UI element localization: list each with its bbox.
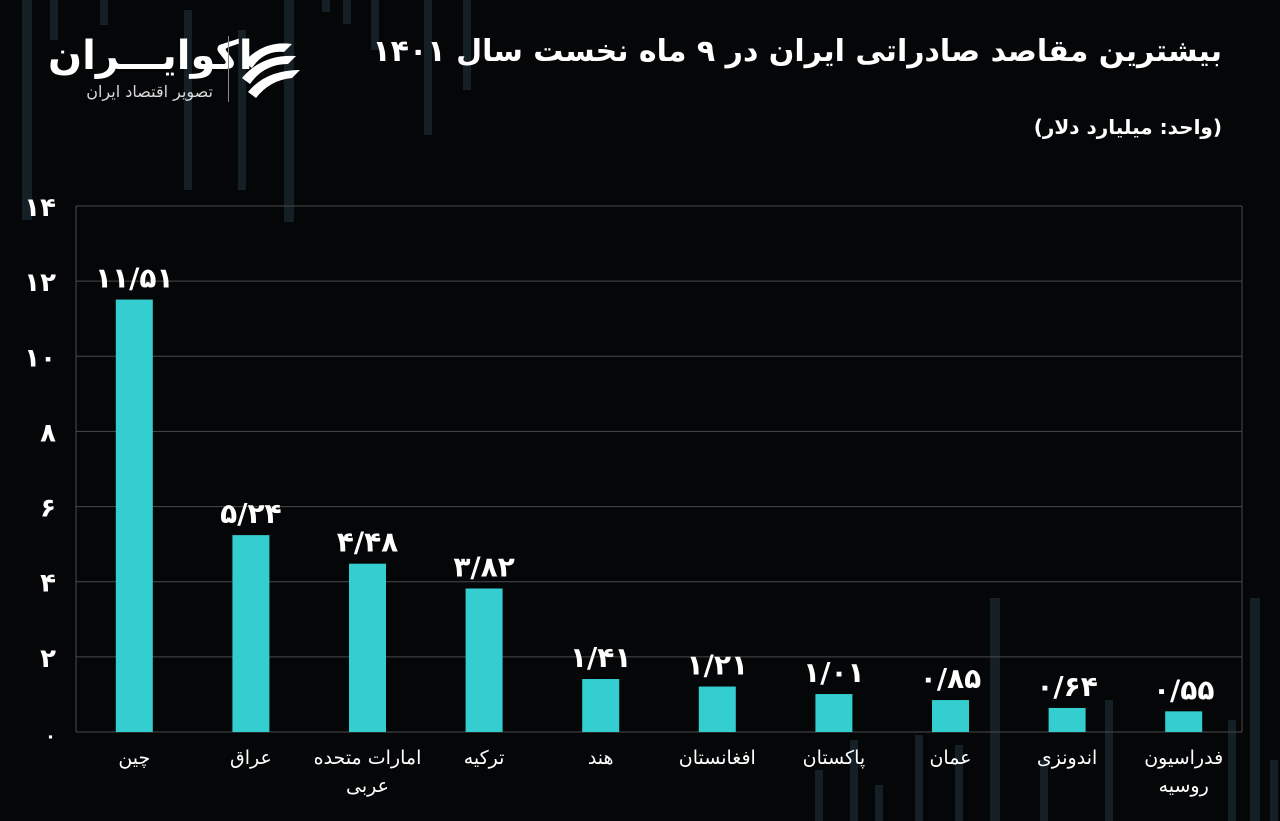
logo-tagline: تصویر اقتصاد ایران [86,82,213,101]
y-tick-label: ۸ [40,418,56,448]
bar [582,679,620,732]
x-category-label: چین [118,747,150,769]
data-label: ۰/۶۴ [1036,670,1098,703]
y-tick-label: ۱۲ [24,268,56,298]
data-label: ۴/۴۸ [337,526,399,559]
data-label: ۱/۰۱ [803,656,865,689]
x-category-label: افغانستان [679,747,756,769]
y-tick-label: ۱۴ [24,193,56,223]
bar [932,700,969,732]
x-category-label: عمان [929,747,971,769]
x-category-label: عراق [230,747,272,769]
bar [815,694,853,732]
y-tick-label: ۶ [40,494,56,524]
y-tick-label: ۱۰ [24,343,56,373]
x-category-label: فدراسیون [1144,747,1223,769]
x-category-label: امارات متحده [314,747,422,769]
data-label: ۰/۸۵ [920,662,982,695]
bar [349,563,386,732]
data-label: ۳/۸۲ [453,550,515,583]
bar [232,535,270,732]
y-tick-label: ۴ [40,569,56,599]
y-tick-label: ۰ [45,726,56,747]
chart-title: بیشترین مقاصد صادراتی ایران در ۹ ماه نخس… [372,34,1222,69]
x-category-label: پاکستان [803,747,866,769]
bar [115,299,153,732]
x-category-label: ترکیه [464,747,505,769]
data-label: ۰/۵۵ [1153,673,1215,706]
data-label: ۱۱/۵۱ [95,262,174,295]
x-category-label: اندونزی [1037,747,1097,769]
y-tick-label: ۲ [40,644,56,674]
data-label: ۵/۲۴ [220,497,282,530]
unit-note: (واحد: میلیارد دلار) [1033,115,1222,139]
logo-mark-icon [242,43,300,98]
logo-divider [228,36,229,102]
x-category-label: عربی [346,775,389,797]
logo: اکوایـــران تصویر اقتصاد ایران [48,30,310,110]
bar [465,588,503,732]
x-category-label: روسیه [1159,775,1209,797]
data-label: ۱/۲۱ [687,649,749,682]
bar [698,686,736,732]
x-category-label: هند [588,747,614,769]
bar [1048,707,1086,732]
bar [1165,711,1203,732]
data-label: ۱/۴۱ [570,641,632,674]
